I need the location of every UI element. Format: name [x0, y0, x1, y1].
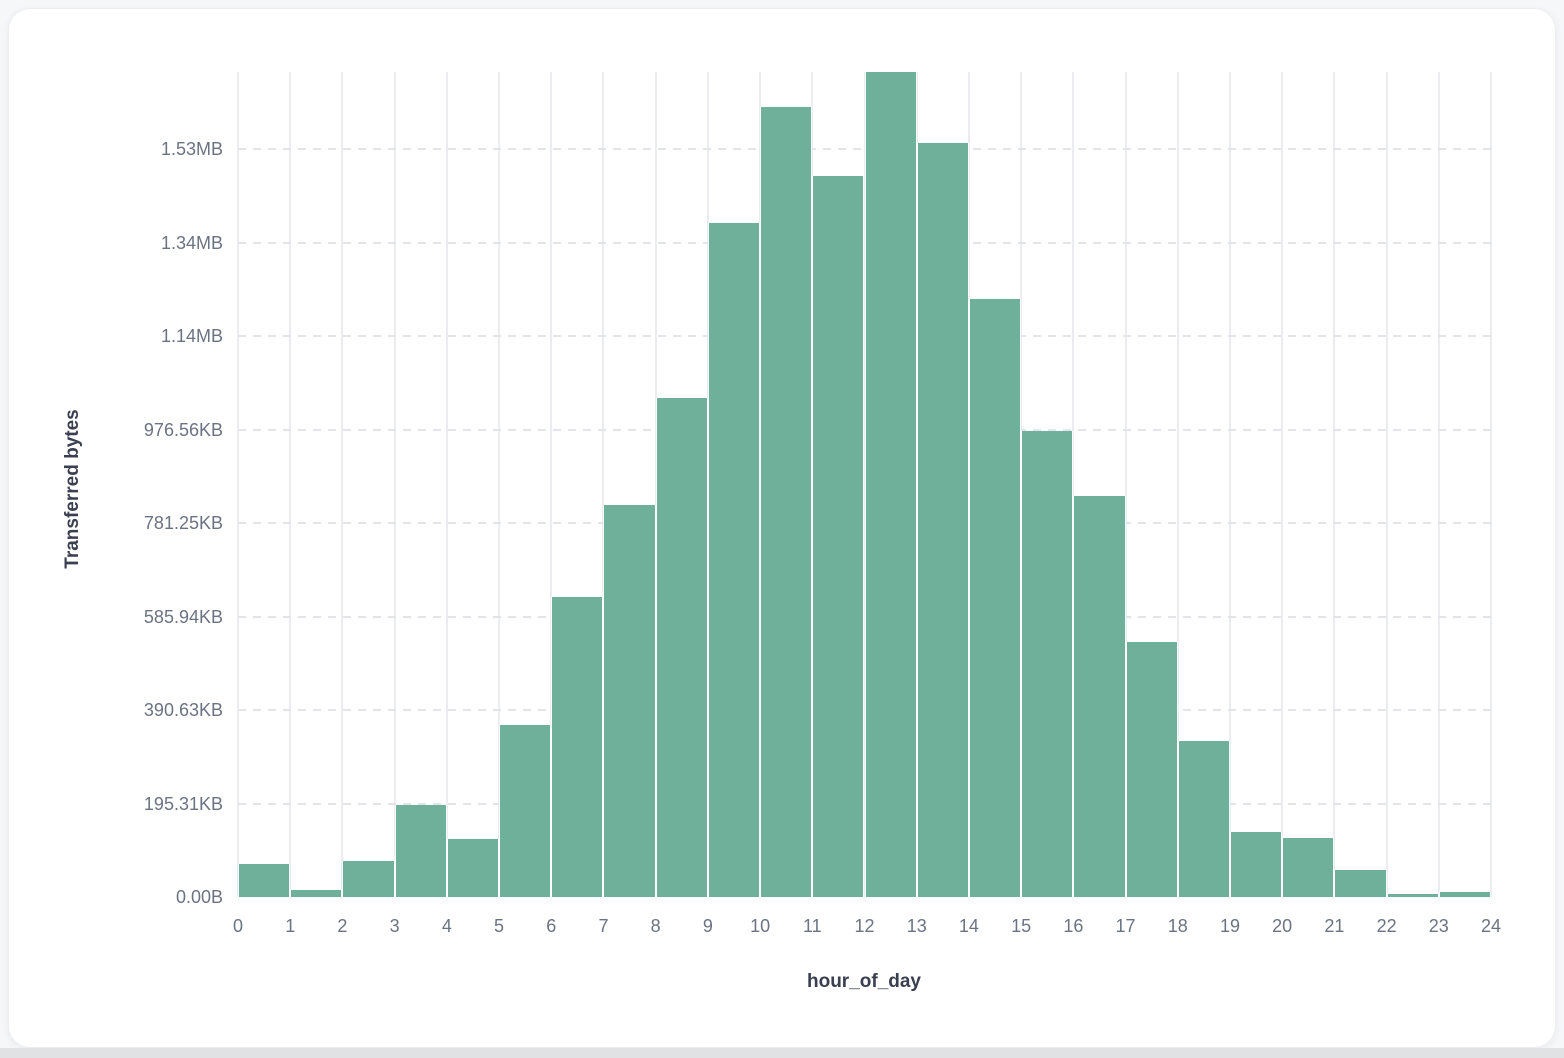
bar-hour-3[interactable]	[394, 805, 447, 897]
x-tick-label: 6	[546, 916, 557, 936]
y-tick-label: 1.14MB	[160, 326, 223, 347]
x-tick-label: 20	[1272, 916, 1293, 936]
y-tick-label: 976.56KB	[143, 419, 223, 440]
x-tick-label: 21	[1324, 916, 1345, 936]
x-tick-label: 22	[1376, 916, 1397, 936]
bottom-strip	[0, 1048, 1564, 1058]
vertical-gridline	[1437, 72, 1440, 897]
bar-hour-8[interactable]	[655, 398, 708, 897]
vertical-gridline	[1124, 72, 1127, 897]
y-tick-label: 1.34MB	[160, 232, 223, 253]
bar-hour-14[interactable]	[968, 298, 1022, 897]
bar-hour-20[interactable]	[1282, 837, 1335, 897]
y-tick-label: 390.63KB	[143, 700, 223, 721]
x-tick-label: 10	[750, 916, 771, 936]
bar-hour-10[interactable]	[760, 107, 813, 897]
x-tick-label: 18	[1167, 916, 1188, 936]
vertical-gridline	[550, 72, 553, 897]
x-tick-label: 16	[1063, 916, 1084, 936]
vertical-gridline	[1281, 72, 1284, 897]
y-tick-label: 0.00B	[175, 887, 223, 907]
x-tick-label: 15	[1011, 916, 1032, 936]
x-tick-label: 7	[598, 916, 609, 936]
bar-hour-11[interactable]	[812, 175, 865, 897]
x-tick-label: 2	[337, 916, 348, 936]
y-tick-label: 195.31KB	[143, 793, 223, 814]
x-tick-label: 12	[854, 916, 875, 936]
bar-hour-19[interactable]	[1229, 831, 1283, 897]
bar-hour-9[interactable]	[707, 222, 761, 897]
vertical-gridline	[289, 72, 292, 897]
x-tick-label: 24	[1480, 916, 1502, 936]
x-tick-label: 5	[494, 916, 505, 936]
x-tick-label: 4	[441, 916, 452, 936]
x-tick-label: 11	[802, 916, 822, 936]
x-tick-label: 13	[906, 916, 927, 936]
bar-hour-22[interactable]	[1386, 894, 1439, 897]
bar-hour-0[interactable]	[238, 863, 291, 897]
bar-hour-4[interactable]	[446, 838, 500, 897]
x-tick-label: 9	[702, 916, 713, 936]
vertical-gridline	[1490, 72, 1492, 897]
y-tick-label: 585.94KB	[143, 606, 223, 627]
chart-card: Transferred bytes hour_of_day 0.00B 195.3…	[8, 8, 1556, 1048]
y-tick-label: 1.53MB	[160, 139, 223, 160]
bar-hour-5[interactable]	[499, 725, 552, 897]
vertical-gridline	[1228, 72, 1231, 897]
vertical-gridline	[1072, 72, 1075, 897]
x-tick-label: 3	[389, 916, 400, 936]
x-tick-label: 23	[1428, 916, 1449, 936]
vertical-gridline	[498, 72, 501, 897]
x-tick-label: 17	[1115, 916, 1136, 936]
vertical-gridline	[1176, 72, 1179, 897]
bar-hour-17[interactable]	[1125, 641, 1178, 897]
x-tick-label: 0	[232, 916, 243, 936]
bar-chart: Transferred bytes hour_of_day 0.00B 195.3…	[9, 9, 1555, 1047]
x-tick-label: 14	[958, 916, 979, 936]
bar-hour-15[interactable]	[1021, 430, 1074, 897]
plot-area	[237, 72, 1492, 897]
x-tick-label: 8	[650, 916, 661, 936]
x-tick-label: 19	[1219, 916, 1240, 936]
bar-hour-7[interactable]	[603, 504, 656, 897]
bar-hour-13[interactable]	[916, 143, 969, 897]
vertical-gridline	[341, 72, 344, 897]
bar-hour-23[interactable]	[1438, 891, 1491, 897]
vertical-gridline	[445, 72, 448, 897]
bar-hour-21[interactable]	[1334, 870, 1387, 897]
y-tick-label: 781.25KB	[143, 513, 223, 534]
vertical-gridline	[1333, 72, 1336, 897]
bar-hour-2[interactable]	[342, 860, 395, 897]
bar-hour-6[interactable]	[551, 596, 604, 897]
bar-hour-18[interactable]	[1177, 741, 1230, 897]
vertical-gridline	[393, 72, 396, 897]
bar-hour-12[interactable]	[864, 72, 917, 897]
vertical-gridline	[1385, 72, 1388, 897]
x-tick-label: 1	[285, 916, 296, 936]
bar-hour-16[interactable]	[1073, 496, 1126, 897]
vertical-gridline	[602, 72, 605, 897]
bar-hour-1[interactable]	[290, 890, 343, 897]
vertical-gridline	[237, 72, 239, 897]
